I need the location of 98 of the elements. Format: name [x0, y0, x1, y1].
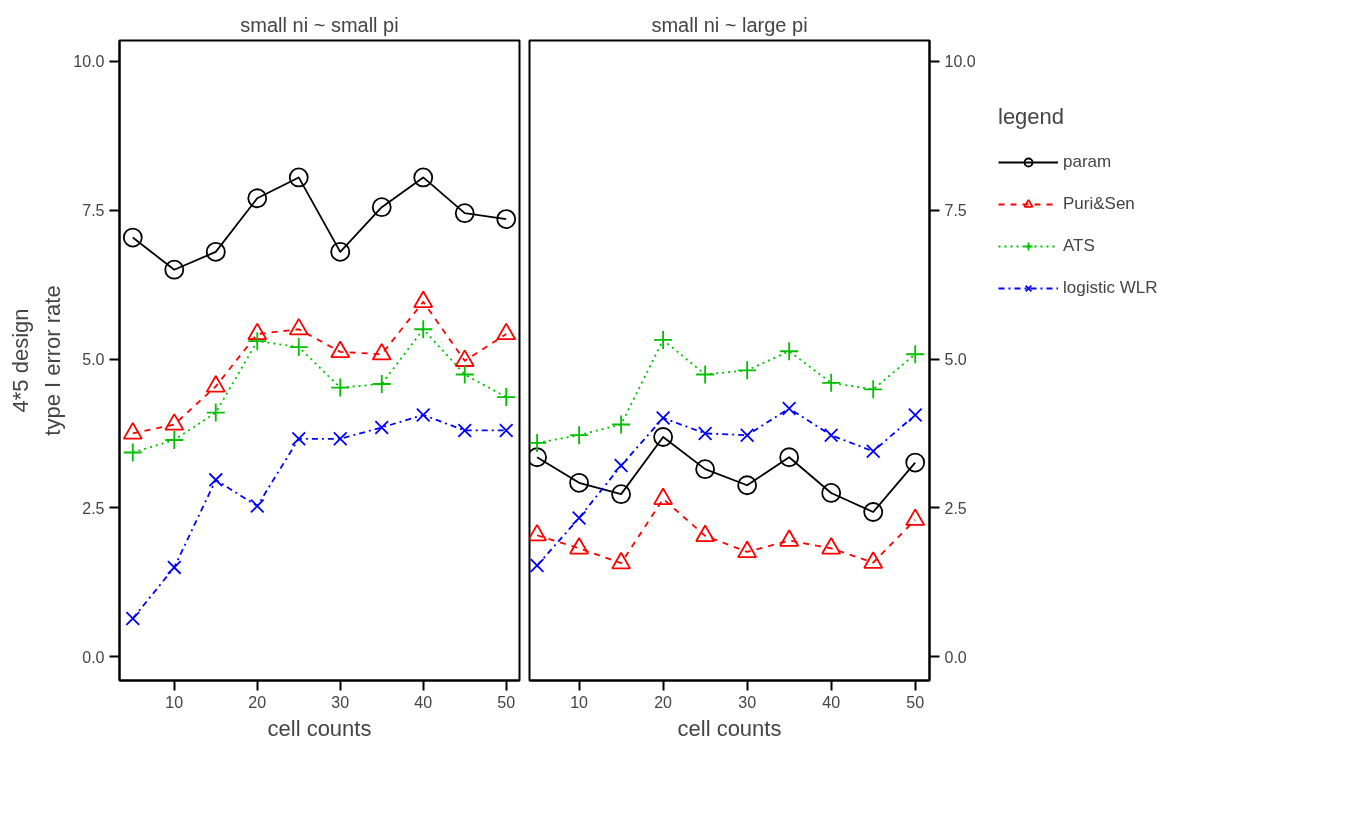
point: [288, 337, 309, 357]
point: [611, 484, 631, 505]
point: [291, 431, 307, 447]
point: [779, 529, 800, 547]
y-tick-label: 2.5: [82, 499, 105, 517]
point: [821, 483, 842, 503]
chart-title: small ni ~ large pi: [651, 13, 808, 36]
x-tick-label: 20: [248, 693, 267, 711]
point: [332, 431, 348, 447]
x-axis-title: cell counts: [267, 715, 372, 741]
point: [695, 364, 716, 385]
point: [205, 402, 226, 423]
point: [905, 508, 926, 526]
point: [529, 558, 545, 573]
point: [371, 197, 392, 218]
x-tick-label: 40: [414, 693, 433, 711]
point: [330, 377, 351, 398]
x-tick-label: 50: [497, 693, 516, 711]
point: [288, 167, 309, 188]
point: [781, 401, 797, 416]
point: [695, 524, 716, 542]
x-tick-label: 10: [165, 693, 184, 711]
point: [905, 344, 926, 365]
point: [569, 537, 589, 555]
point: [413, 319, 434, 340]
chart-title: small ni ~ small pi: [240, 13, 399, 36]
x-axis-title: cell counts: [677, 715, 782, 741]
point: [737, 540, 758, 558]
legend-title: legend: [998, 104, 1066, 130]
text: 4*5 design: [7, 308, 33, 413]
point: [779, 341, 800, 362]
y-tick-label: 7.5: [944, 202, 967, 220]
y-tick-label: 10.0: [944, 53, 976, 71]
x-tick-label: 50: [906, 693, 925, 711]
point: [167, 560, 182, 575]
point: [697, 426, 713, 441]
x-tick-label: 30: [738, 693, 757, 711]
point: [164, 430, 185, 450]
y-tick-label: 0.0: [944, 648, 967, 666]
point: [823, 427, 839, 443]
point: [863, 379, 884, 400]
legend-label: param: [1063, 151, 1112, 173]
point: [571, 510, 587, 526]
point: [250, 498, 265, 514]
y-tick-label: 2.5: [944, 499, 967, 517]
point: [907, 407, 923, 423]
x-tick-label: 20: [654, 693, 673, 711]
x-tick-label: 30: [331, 693, 350, 711]
legend-label: logistic WLR: [1063, 277, 1158, 299]
point: [779, 447, 800, 468]
point: [457, 423, 472, 438]
point: [653, 427, 674, 447]
legend-label: Puri&Sen: [1063, 193, 1135, 215]
point: [122, 442, 143, 463]
y-axis-title: type I error rate: [40, 285, 66, 436]
point: [863, 502, 884, 522]
point: [611, 551, 631, 570]
point: [330, 241, 351, 262]
point: [415, 407, 431, 423]
point: [125, 611, 141, 626]
y-tick-label: 7.5: [82, 202, 105, 220]
point: [374, 420, 389, 435]
point: [247, 188, 268, 209]
point: [454, 364, 475, 385]
point: [496, 209, 517, 229]
point: [865, 444, 881, 459]
point: [164, 259, 185, 280]
point: [205, 241, 226, 262]
y-tick-label: 0.0: [82, 648, 105, 666]
point: [653, 330, 674, 350]
point: [371, 374, 392, 394]
point: [821, 372, 842, 393]
point: [208, 472, 224, 488]
y-tick-label: 10.0: [73, 53, 105, 71]
point: [737, 360, 758, 381]
point: [247, 331, 268, 352]
y-tick-label: 5.0: [82, 351, 105, 369]
y-tick-label: 5.0: [944, 351, 967, 369]
point: [653, 487, 674, 506]
point: [611, 414, 631, 435]
point: [454, 203, 475, 224]
point: [569, 472, 589, 493]
point: [655, 410, 671, 426]
point: [739, 427, 755, 443]
x-tick-label: 40: [822, 693, 841, 711]
point: [905, 452, 926, 473]
point: [498, 423, 514, 438]
point: [569, 425, 589, 446]
point: [863, 551, 884, 569]
point: [413, 167, 434, 188]
point: [737, 475, 758, 496]
point: [496, 387, 517, 408]
x-tick-label: 10: [570, 693, 589, 711]
point: [821, 537, 842, 555]
point: [613, 458, 629, 473]
legend-label: ATS: [1063, 235, 1095, 257]
point: [695, 459, 716, 480]
point: [122, 227, 143, 248]
